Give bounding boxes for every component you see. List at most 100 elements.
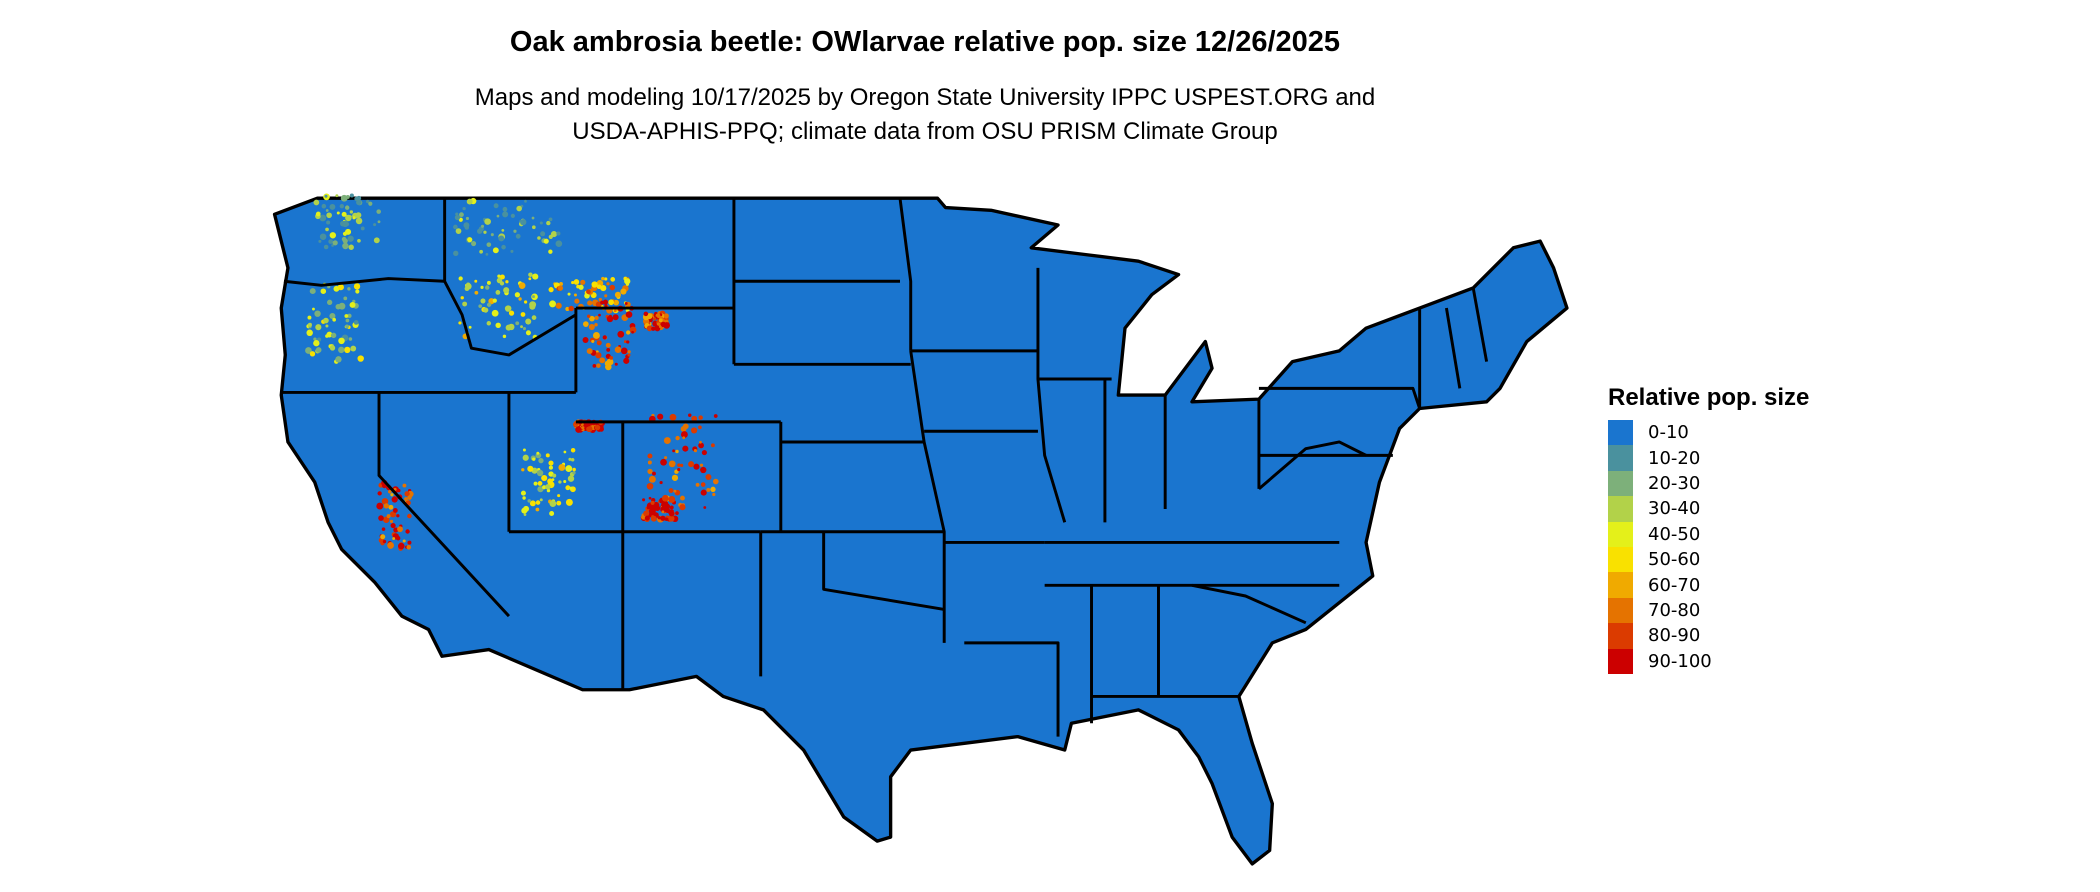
hotspot-mark	[522, 496, 526, 500]
hotspot-mark	[345, 318, 350, 323]
hotspot-mark	[492, 247, 499, 254]
hotspot-mark	[490, 233, 494, 237]
hotspot-mark	[502, 211, 509, 218]
hotspot-mark	[548, 249, 553, 254]
hotspot-mark	[347, 235, 354, 242]
state-border	[1471, 287, 1489, 362]
legend-label: 70-80	[1648, 599, 1701, 621]
hotspot-mark	[682, 436, 686, 440]
hotspot-mark	[712, 492, 716, 497]
state-border	[1258, 386, 1422, 409]
hotspot-mark	[592, 364, 597, 368]
hotspot-mark	[471, 240, 477, 247]
hotspot-mark	[586, 425, 593, 432]
hotspot-mark	[502, 334, 507, 339]
hotspot-mark	[392, 508, 398, 513]
hotspot-mark	[575, 426, 582, 433]
state-border	[909, 350, 946, 643]
hotspot-mark	[537, 486, 544, 493]
hotspot-mark	[329, 203, 336, 210]
map-subtitle-line2: USDA-APHIS-PPQ; climate data from OSU PR…	[572, 118, 1278, 145]
hotspot-mark	[699, 463, 704, 467]
legend-swatch	[1608, 572, 1633, 598]
state-border	[1257, 440, 1367, 490]
hotspot-mark	[522, 448, 526, 452]
hotspot-mark	[620, 288, 627, 295]
state-border	[898, 198, 913, 351]
hotspot-mark	[582, 321, 589, 327]
state-border	[377, 392, 511, 618]
hotspot-mark	[688, 413, 692, 418]
hotspot-mark	[345, 324, 349, 329]
hotspot-mark	[547, 478, 553, 485]
hotspot-mark	[465, 216, 469, 221]
hotspot-mark	[710, 443, 715, 448]
state-border	[283, 277, 445, 287]
hotspot-mark	[338, 337, 345, 345]
hotspot-mark	[520, 325, 523, 329]
hotspot-mark	[402, 483, 407, 488]
hotspot-mark	[614, 346, 622, 354]
hotspot-mark	[574, 298, 580, 304]
hotspot-mark	[318, 239, 322, 243]
hotspot-mark	[540, 231, 546, 237]
hotspot-mark	[349, 302, 356, 308]
hotspot-mark	[537, 236, 541, 240]
hotspot-mark	[680, 495, 685, 501]
hotspot-mark	[510, 213, 515, 218]
hotspot-mark	[660, 321, 667, 328]
hotspot-mark	[669, 413, 677, 421]
hotspot-mark	[573, 279, 580, 285]
hotspot-mark	[352, 216, 356, 220]
hotspot-mark	[549, 511, 555, 516]
hotspot-mark	[675, 511, 679, 515]
hotspot-mark	[319, 214, 327, 222]
hotspot-mark	[396, 514, 400, 518]
hotspot-mark	[342, 220, 349, 228]
hotspot-mark	[706, 488, 711, 492]
hotspot-mark	[485, 253, 489, 256]
hotspot-mark	[391, 496, 398, 503]
hotspot-mark	[344, 205, 350, 210]
hotspot-mark	[459, 212, 464, 218]
map-subtitle-line1: Maps and modeling 10/17/2025 by Oregon S…	[474, 84, 1376, 111]
hotspot-mark	[556, 500, 562, 506]
hotspot-mark	[328, 239, 334, 244]
hotspot-mark	[356, 199, 362, 206]
hotspot-mark	[335, 194, 339, 198]
hotspot-mark	[614, 291, 621, 298]
hotspot-mark	[605, 342, 611, 348]
hotspot-mark	[485, 285, 490, 290]
hotspot-mark	[663, 437, 671, 445]
hotspot-mark	[484, 218, 491, 225]
hotspot-mark	[596, 363, 601, 368]
hotspot-mark	[382, 498, 388, 504]
hotspot-mark	[541, 474, 548, 482]
hotspot-mark	[643, 510, 650, 517]
hotspot-mark	[648, 496, 652, 500]
hotspot-mark	[600, 285, 607, 292]
hotspot-mark	[545, 453, 550, 458]
hotspot-mark	[483, 307, 489, 313]
legend-swatch	[1608, 546, 1633, 573]
hotspot-mark	[623, 357, 630, 364]
legend-label: 60-70	[1648, 574, 1701, 596]
hotspot-mark	[377, 491, 382, 496]
hotspot-mark	[662, 500, 669, 507]
hotspot-mark	[565, 498, 573, 506]
hotspot-mark	[673, 489, 677, 493]
hotspot-mark	[604, 294, 608, 298]
state-border	[1444, 307, 1462, 389]
hotspot-mark	[559, 282, 563, 286]
hotspot-mark	[646, 482, 654, 490]
hotspot-mark	[664, 517, 669, 521]
hotspot-mark	[703, 506, 707, 509]
hotspot-mark	[508, 310, 515, 316]
hotspot-mark	[669, 505, 674, 510]
hotspot-mark	[529, 500, 536, 507]
hotspot-mark	[326, 220, 331, 225]
hotspot-mark	[533, 481, 538, 486]
hotspot-mark	[586, 348, 593, 355]
hotspot-mark	[325, 209, 329, 212]
hotspot-mark	[657, 516, 661, 520]
